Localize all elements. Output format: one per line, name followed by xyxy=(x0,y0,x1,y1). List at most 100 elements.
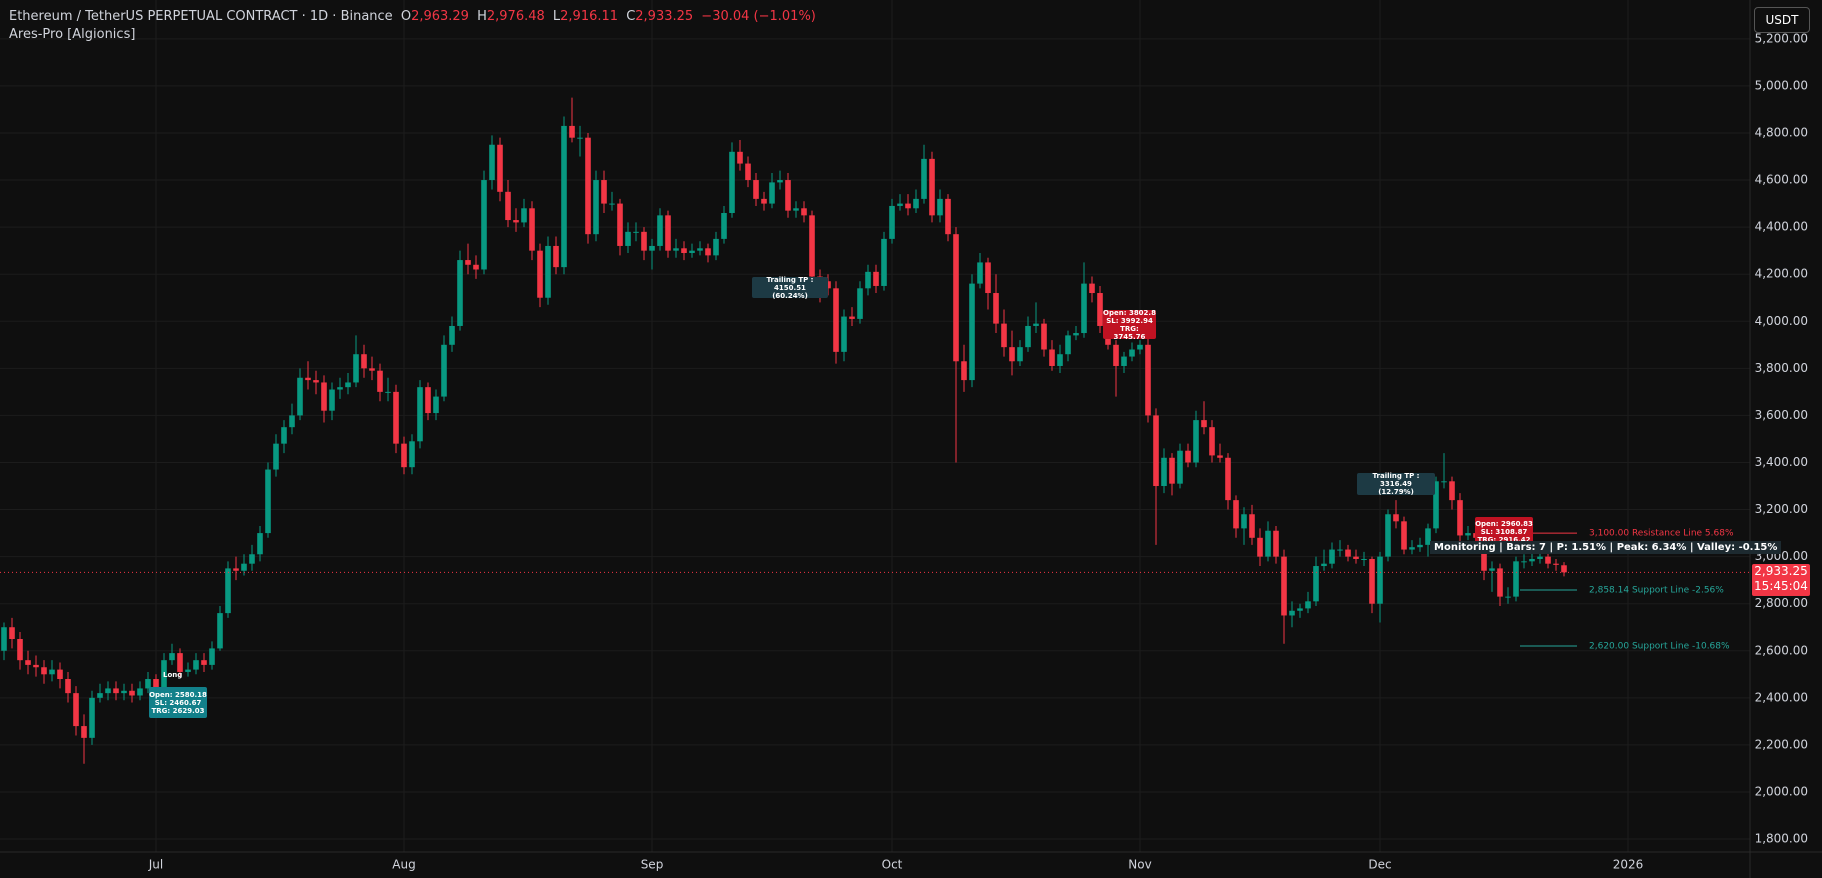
candle-body xyxy=(433,396,439,414)
candle-body xyxy=(1457,500,1463,536)
candle-body xyxy=(857,288,863,319)
change: −30.04 (−1.01%) xyxy=(701,9,816,24)
candle-body xyxy=(1121,356,1127,366)
candle-body xyxy=(1001,323,1007,348)
candle-body xyxy=(481,180,487,270)
candle-body xyxy=(1313,566,1319,602)
candle-body xyxy=(833,288,839,352)
candle-body xyxy=(1305,601,1311,609)
candle-body xyxy=(97,693,103,698)
candle-body xyxy=(1057,354,1063,366)
candle-body xyxy=(1193,420,1199,463)
candle-body xyxy=(569,125,575,138)
candle-body xyxy=(1337,549,1343,551)
candle-body xyxy=(1009,347,1015,362)
candle-body xyxy=(1321,563,1327,567)
candle-body xyxy=(1281,556,1287,616)
candle-body xyxy=(257,533,263,555)
candle-body xyxy=(777,180,783,183)
candle-body xyxy=(17,639,23,661)
annotation: Open: 3802.8 SL: 3992.94 TRG: 3745.76 xyxy=(1103,309,1156,341)
y-tick-label: 1,800.00 xyxy=(1755,832,1808,846)
candle-body xyxy=(185,669,191,672)
candle-body xyxy=(1409,547,1415,550)
candle-body xyxy=(1257,537,1263,557)
annotation-line: (60.24%) xyxy=(772,291,808,300)
candle-body xyxy=(513,220,519,223)
candle-body xyxy=(305,377,311,381)
annotation-line: SL: 2460.67 xyxy=(154,698,202,707)
candle-body xyxy=(377,370,383,392)
ohlc-label: L xyxy=(552,9,561,24)
candle-body xyxy=(129,690,135,696)
candle-body xyxy=(1161,457,1167,487)
annotation-line: TRG: 3745.76 xyxy=(1113,324,1146,341)
indicator-name[interactable]: Ares-Pro [Algionics] xyxy=(9,27,136,42)
candle-body xyxy=(713,238,719,256)
candle-body xyxy=(1113,344,1119,366)
candle-body xyxy=(617,203,623,246)
annotation-line: Trailing TP : 3316.49 xyxy=(1372,472,1420,488)
candle-body xyxy=(497,144,503,192)
candle-body xyxy=(561,125,567,268)
candle-body xyxy=(905,203,911,209)
candle-body xyxy=(641,231,647,251)
annotation-line: Trailing TP : 4150.51 xyxy=(766,275,814,292)
candle-body xyxy=(249,554,255,564)
candle-body xyxy=(457,260,463,326)
candle-body xyxy=(553,245,559,268)
y-tick-label: 2,800.00 xyxy=(1755,596,1808,610)
candle-body xyxy=(1513,561,1519,597)
level-label: 3,100.00 Resistance Line 5.68% xyxy=(1589,529,1734,539)
candle-body xyxy=(913,198,919,209)
last-price: 2,933.25 xyxy=(1754,564,1808,579)
candle-body xyxy=(89,697,95,738)
candle-body xyxy=(1081,283,1087,334)
candle-body xyxy=(1065,335,1071,355)
annotation-line: Open: 2960.83 xyxy=(1475,519,1533,528)
candle-body xyxy=(385,391,391,393)
candle-body xyxy=(393,391,399,444)
candle-body xyxy=(313,380,319,383)
candle-body xyxy=(105,688,111,694)
annotation: Long xyxy=(163,671,182,679)
candle-body xyxy=(721,213,727,239)
candle-body xyxy=(409,441,415,468)
annotation-line: (12.79%) xyxy=(1378,488,1414,496)
candle-body xyxy=(889,205,895,239)
y-tick-label: 3,800.00 xyxy=(1755,361,1808,375)
candle-body xyxy=(1393,514,1399,522)
y-tick-label: 5,000.00 xyxy=(1755,78,1808,92)
candle-body xyxy=(1129,349,1135,357)
x-tick-label: Nov xyxy=(1128,858,1151,872)
candle-body xyxy=(473,264,479,270)
candle-body xyxy=(1153,415,1159,487)
candle-body xyxy=(657,215,663,246)
candle-body xyxy=(865,271,871,289)
ohlc-value: 2,933.25 xyxy=(635,9,694,24)
candle-body xyxy=(753,180,759,199)
candle-body xyxy=(1137,344,1143,350)
annotation: Monitoring | Bars: 7 | P: 1.51% | Peak: … xyxy=(1430,541,1782,554)
candle-body xyxy=(1297,608,1303,611)
candle-body xyxy=(1289,610,1295,616)
annotation-line: SL: 3992.94 xyxy=(1106,316,1153,325)
candle-body xyxy=(1201,420,1207,428)
candle-body xyxy=(689,250,695,254)
x-tick-label: Jul xyxy=(148,858,163,872)
candle-body xyxy=(801,208,807,216)
candle-body xyxy=(489,144,495,181)
candle-body xyxy=(673,248,679,251)
candle-body xyxy=(697,248,703,251)
candle-body xyxy=(49,669,55,675)
currency-button[interactable]: USDT xyxy=(1754,7,1810,33)
candle-body xyxy=(825,281,831,289)
candle-body xyxy=(1017,347,1023,362)
candle-body xyxy=(1537,556,1543,559)
candle-body xyxy=(1401,521,1407,550)
candle-body xyxy=(1561,565,1567,573)
candle-body xyxy=(321,382,327,411)
candle-body xyxy=(265,469,271,534)
candle-body xyxy=(505,191,511,221)
